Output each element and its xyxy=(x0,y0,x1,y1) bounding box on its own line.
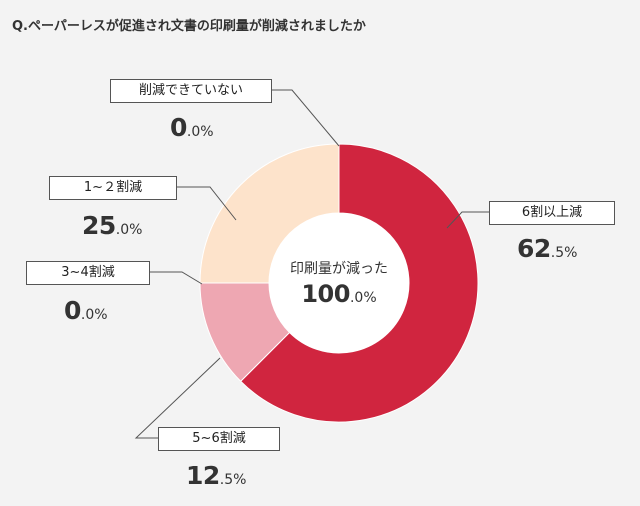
label-over-60pct: 6割以上減 xyxy=(489,201,615,225)
question-title: Q.ペーパーレスが促進され文書の印刷量が削減されましたか xyxy=(12,19,366,34)
leader-30-40pct xyxy=(148,271,203,285)
pct-over-60pct: 62.5% xyxy=(517,234,578,263)
slice-0 xyxy=(240,143,479,423)
pct-no-reduction: 0.0% xyxy=(170,113,214,142)
label-50-60pct: 5~6割減 xyxy=(158,427,280,451)
label-10-20pct: 1~２割減 xyxy=(49,176,177,200)
pct-30-40pct: 0.0% xyxy=(64,296,108,325)
pct-10-20pct: 25.0% xyxy=(82,211,143,240)
leader-no-reduction xyxy=(270,89,340,147)
label-no-reduction: 削減できていない xyxy=(110,79,272,103)
center-value: 100.0% xyxy=(301,280,377,308)
leader-10-20pct xyxy=(175,186,237,221)
pct-50-60pct: 12.5% xyxy=(186,461,247,490)
center-title: 印刷量が減った xyxy=(290,261,388,277)
leader-over-60pct xyxy=(446,211,489,229)
label-30-40pct: 3~4割減 xyxy=(26,261,150,285)
donut-hole xyxy=(269,213,409,353)
leader-50-60pct xyxy=(134,357,221,439)
